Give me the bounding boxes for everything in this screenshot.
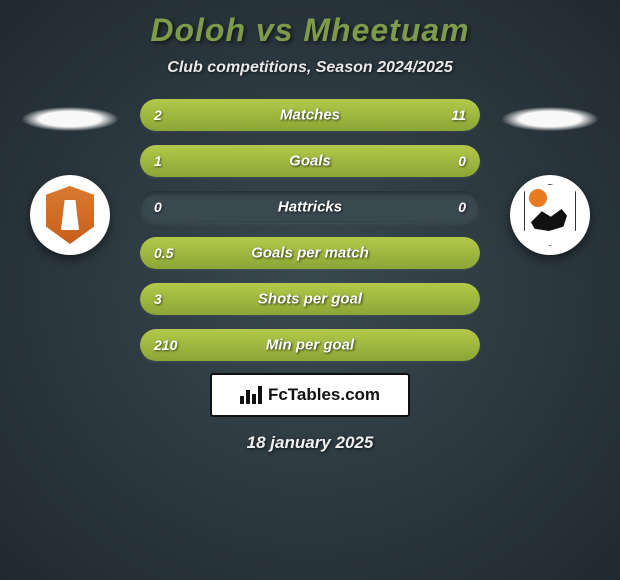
shield-icon — [46, 186, 94, 244]
stat-value-left: 0.5 — [154, 245, 173, 261]
stats-bars: 2 11 Matches 1 0 Goals 0 0 Hattricks 0.5 Goals per… — [130, 99, 490, 361]
stat-label: Hattricks — [278, 199, 342, 216]
stat-label: Shots per goal — [258, 291, 362, 308]
date-text: 18 january 2025 — [247, 433, 374, 453]
bar-chart-icon — [240, 386, 262, 404]
stat-fill-right — [405, 145, 480, 177]
stat-label: Matches — [280, 107, 340, 124]
stat-value-left: 2 — [154, 107, 162, 123]
stat-value-right: 0 — [458, 153, 466, 169]
stat-label: Goals per match — [251, 245, 369, 262]
content-row: 2 11 Matches 1 0 Goals 0 0 Hattricks 0.5 Goals per… — [0, 99, 620, 361]
stat-fill-left — [140, 145, 405, 177]
player-silhouette-left — [22, 107, 118, 131]
club-badge-left — [30, 175, 110, 255]
brand-text: FcTables.com — [268, 385, 380, 405]
right-column — [490, 99, 610, 255]
stat-fill-left — [140, 99, 191, 131]
stat-bar: 0.5 Goals per match — [140, 237, 480, 269]
page-subtitle: Club competitions, Season 2024/2025 — [167, 59, 452, 77]
player-silhouette-right — [502, 107, 598, 131]
stat-value-left: 0 — [154, 199, 162, 215]
stat-bar: 3 Shots per goal — [140, 283, 480, 315]
brand-box[interactable]: FcTables.com — [210, 373, 410, 417]
left-column — [10, 99, 130, 255]
stat-value-right: 11 — [451, 107, 466, 123]
stat-value-left: 3 — [154, 291, 162, 307]
stat-value-left: 1 — [154, 153, 162, 169]
stat-label: Goals — [289, 153, 331, 170]
stat-bar: 1 0 Goals — [140, 145, 480, 177]
stat-bar: 210 Min per goal — [140, 329, 480, 361]
stat-bar: 0 0 Hattricks — [140, 191, 480, 223]
page-title: Doloh vs Mheetuam — [150, 12, 469, 49]
shield-icon — [524, 184, 576, 246]
stat-label: Min per goal — [266, 337, 354, 354]
stat-bar: 2 11 Matches — [140, 99, 480, 131]
stat-value-right: 0 — [458, 199, 466, 215]
stat-value-left: 210 — [154, 337, 177, 353]
club-badge-right — [510, 175, 590, 255]
